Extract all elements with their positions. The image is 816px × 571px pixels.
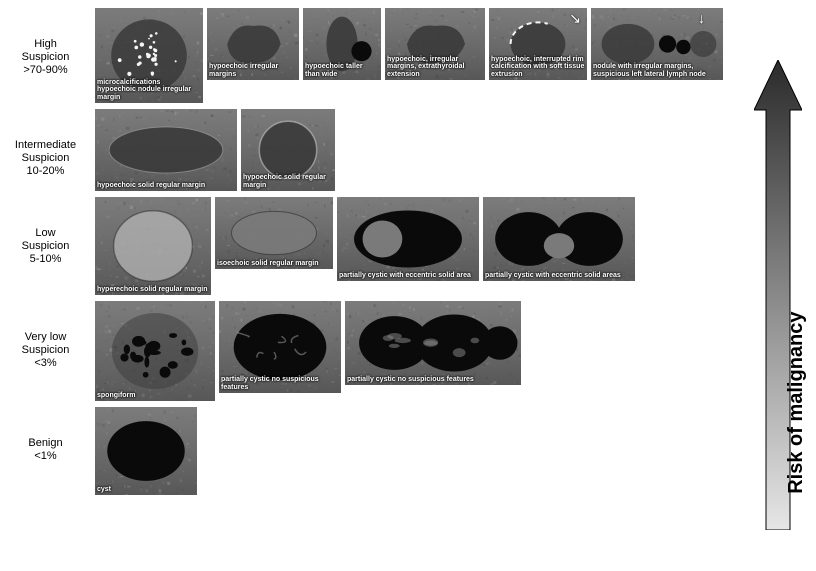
category-label-line: Benign xyxy=(0,437,91,450)
thumb-strip: hyperechoic solid regular margin isoecho… xyxy=(95,197,635,295)
category-label: Benign<1% xyxy=(0,407,95,463)
category-label-line: 5-10% xyxy=(0,253,91,266)
thumb-caption: hypoechoic irregular margins xyxy=(209,63,297,78)
thumb-caption: partially cystic no suspicious features xyxy=(347,376,519,383)
ultrasound-thumb: hypoechoic solid regular margin xyxy=(95,109,237,191)
category-row: IntermediateSuspicion10-20% hypoechoic s… xyxy=(0,109,740,191)
ultrasound-thumb: partially cystic no suspicious features xyxy=(219,301,341,393)
thumb-caption: hypoechoic taller than wide xyxy=(305,63,379,78)
thumb-caption: hyperechoic solid regular margin xyxy=(97,286,209,293)
category-label: LowSuspicion5-10% xyxy=(0,197,95,267)
ultrasound-thumb: hypoechoic taller than wide xyxy=(303,8,381,80)
category-row: Very lowSuspicion<3% spongiform partiall… xyxy=(0,301,740,401)
category-row: HighSuspicion>70-90% microcalcifications… xyxy=(0,8,740,103)
ultrasound-thumb: microcalcifications hypoechoic nodule ir… xyxy=(95,8,203,103)
thumb-strip: cyst xyxy=(95,407,197,495)
category-label-line: >70-90% xyxy=(0,64,91,77)
ultrasound-thumb: partially cystic with eccentric solid ar… xyxy=(337,197,479,281)
ultrasound-thumb: partially cystic no suspicious features xyxy=(345,301,521,385)
thumb-strip: spongiform partially cystic no suspiciou… xyxy=(95,301,521,401)
thumb-caption: partially cystic no suspicious features xyxy=(221,376,339,391)
category-label-line: Very low xyxy=(0,331,91,344)
category-label-line: 10-20% xyxy=(0,165,91,178)
pointer-arrow-icon: ↘ xyxy=(569,10,581,27)
category-label-line: <3% xyxy=(0,357,91,370)
category-row: Benign<1% cyst xyxy=(0,407,740,495)
ultrasound-thumb: spongiform xyxy=(95,301,215,401)
category-label-line: Low xyxy=(0,227,91,240)
thumb-caption: hypoechoic solid regular margin xyxy=(97,182,235,189)
ultrasound-thumb: hypoechoic, interrupted rim calcificatio… xyxy=(489,8,587,80)
pointer-arrow-icon: ↓ xyxy=(698,10,705,26)
thumb-caption: cyst xyxy=(97,486,195,493)
thumb-caption: nodule with irregular margins, suspiciou… xyxy=(593,63,721,78)
category-label-line: Suspicion xyxy=(0,152,91,165)
thumb-strip: hypoechoic solid regular margin hypoecho… xyxy=(95,109,335,191)
thumb-strip: microcalcifications hypoechoic nodule ir… xyxy=(95,8,723,103)
thumb-caption: hypoechoic, interrupted rim calcificatio… xyxy=(491,56,585,78)
ultrasound-thumb: hypoechoic irregular margins xyxy=(207,8,299,80)
thumb-caption: partially cystic with eccentric solid ar… xyxy=(339,272,477,279)
category-label-line: <1% xyxy=(0,450,91,463)
thumb-caption: microcalcifications hypoechoic nodule ir… xyxy=(97,79,201,101)
category-label-line: Suspicion xyxy=(0,344,91,357)
thumb-caption: partially cystic with eccentric solid ar… xyxy=(485,272,633,279)
category-label-line: Suspicion xyxy=(0,51,91,64)
category-label: Very lowSuspicion<3% xyxy=(0,301,95,371)
thumb-caption: hypoechoic, irregular margins, extrathyr… xyxy=(387,56,483,78)
ultrasound-thumb: cyst xyxy=(95,407,197,495)
ultrasound-thumb: isoechoic solid regular margin xyxy=(215,197,333,269)
thumb-caption: isoechoic solid regular margin xyxy=(217,260,331,267)
category-label-line: High xyxy=(0,38,91,51)
ultrasound-thumb: hyperechoic solid regular margin xyxy=(95,197,211,295)
category-label: HighSuspicion>70-90% xyxy=(0,8,95,78)
category-label-line: Suspicion xyxy=(0,240,91,253)
thumb-caption: hypoechoic solid regular margin xyxy=(243,174,333,189)
category-label: IntermediateSuspicion10-20% xyxy=(0,109,95,179)
ultrasound-thumb: hypoechoic, irregular margins, extrathyr… xyxy=(385,8,485,80)
ultrasound-thumb: nodule with irregular margins, suspiciou… xyxy=(591,8,723,80)
ultrasound-thumb: hypoechoic solid regular margin xyxy=(241,109,335,191)
thumb-caption: spongiform xyxy=(97,392,213,399)
risk-label: Risk of malignancy xyxy=(785,312,808,494)
category-label-line: Intermediate xyxy=(0,139,91,152)
ultrasound-thumb: partially cystic with eccentric solid ar… xyxy=(483,197,635,281)
category-row: LowSuspicion5-10% hyperechoic solid regu… xyxy=(0,197,740,295)
